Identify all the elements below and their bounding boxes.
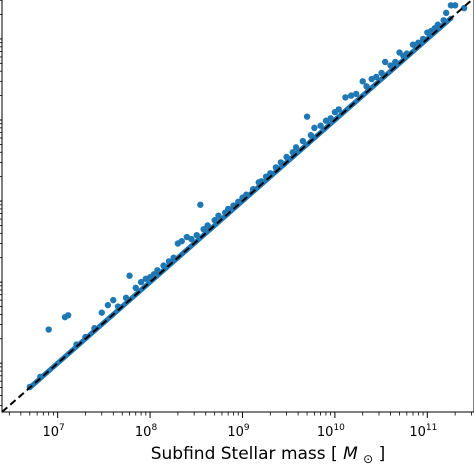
x-tick-label: 1010 [317, 423, 345, 440]
x-tick-label: 1011 [409, 423, 437, 440]
data-point [215, 212, 222, 219]
data-point [322, 117, 330, 124]
x-axis-label-text: Subfind Stellar mass [ [151, 444, 338, 464]
data-point [122, 294, 130, 302]
data-point [277, 159, 285, 166]
data-point [235, 198, 242, 205]
data-point [37, 373, 44, 380]
data-point [307, 131, 315, 139]
data-point [347, 92, 355, 99]
data-point [243, 191, 250, 198]
data-point [363, 83, 370, 90]
data-point [327, 115, 334, 122]
data-point [170, 254, 177, 261]
data-point [381, 58, 389, 66]
data-point [160, 262, 167, 269]
x-tick-label: 109 [227, 423, 250, 440]
x-axis-label-bracket: ] [379, 444, 386, 464]
x-tick-label-base: 10 [227, 425, 244, 440]
data-point [126, 272, 133, 279]
data-point [110, 296, 117, 304]
data-point [335, 106, 342, 113]
data-point [193, 231, 200, 239]
data-point [303, 113, 311, 120]
data-point [409, 41, 417, 48]
data-point [197, 201, 204, 208]
data-point [204, 222, 211, 229]
data-point [224, 205, 232, 213]
data-point [392, 58, 399, 66]
data-point [132, 284, 139, 292]
x-axis-label-unit-symbol: M [343, 444, 358, 464]
data-point [373, 73, 380, 81]
data-point [451, 2, 459, 9]
data-point [64, 312, 72, 319]
data-point [442, 9, 450, 17]
data-point [211, 217, 218, 224]
data-point [299, 137, 307, 145]
data-point [352, 90, 360, 98]
x-tick-label-base: 10 [43, 425, 60, 440]
data-point [387, 62, 394, 69]
data-point [342, 94, 349, 101]
x-axis-label: Subfind Stellar mass [ M ⊙ ] [151, 444, 386, 468]
data-point [440, 17, 447, 24]
x-tick-label: 107 [43, 423, 65, 440]
x-tick-label: 108 [135, 423, 158, 440]
data-point [104, 301, 112, 309]
data-point [45, 326, 52, 333]
data-point [137, 278, 145, 286]
data-point [200, 225, 207, 233]
x-tick-label-exponent: 11 [426, 423, 437, 433]
data-point [188, 235, 195, 243]
data-point [460, 4, 468, 12]
x-tick-label-base: 10 [317, 425, 334, 440]
ticks-layer: 107 108 109 1010 1011 [0, 0, 472, 440]
data-point [283, 153, 290, 161]
data-point [378, 69, 385, 77]
data-point [267, 170, 274, 177]
data-point [434, 21, 442, 28]
reference-line [1, 0, 474, 413]
data-point [317, 122, 324, 129]
x-tick-label-exponent: 7 [59, 423, 65, 433]
x-tick-label-base: 10 [135, 425, 152, 440]
data-point [311, 124, 318, 132]
data-point [292, 144, 300, 151]
x-axis-label-unit-subscript: ⊙ [363, 452, 373, 466]
data-point [98, 309, 105, 316]
x-tick-label-exponent: 8 [151, 423, 157, 433]
x-tick-label-exponent: 9 [244, 423, 250, 433]
x-tick-label-exponent: 10 [333, 423, 345, 433]
data-point [359, 78, 366, 85]
data-point [289, 149, 296, 156]
x-tick-label-base: 10 [409, 425, 426, 440]
data-point [154, 267, 161, 274]
data-point [178, 237, 185, 245]
